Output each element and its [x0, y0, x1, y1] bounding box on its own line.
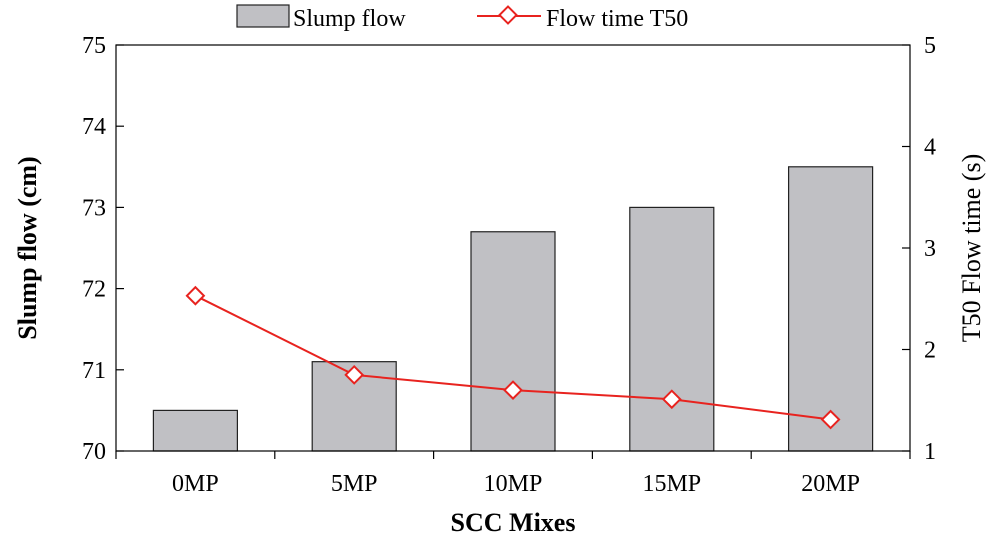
y-tick-label: 70 — [82, 439, 106, 465]
y-tick-label: 72 — [82, 277, 106, 303]
x-tick-label: 5MP — [331, 471, 378, 497]
y2-tick-label: 3 — [924, 236, 936, 262]
x-tick-label: 10MP — [484, 471, 543, 497]
legend-label-slump-flow: Slump flow — [293, 6, 406, 32]
x-tick-label: 15MP — [642, 471, 701, 497]
y2-tick-label: 1 — [924, 439, 936, 465]
line-point-0MP — [185, 285, 206, 306]
y-tick-label: 75 — [82, 33, 106, 59]
legend-marker-flow-time — [498, 5, 518, 25]
bar-0MP — [152, 409, 238, 452]
line-point-20MP — [820, 409, 841, 430]
plot-area: 70 71 72 73 74 75 1 2 3 4 5 0MP 5MP 10MP 15MP 20MP — [82, 33, 936, 497]
legend-swatch-slump-flow — [236, 4, 290, 28]
y2-axis-title: T50 Flow time (s) — [957, 154, 986, 343]
x-tick-label: 0MP — [172, 471, 219, 497]
y-tick-label: 71 — [82, 358, 106, 384]
y2-tick-label: 4 — [924, 135, 936, 161]
bar-20MP — [787, 166, 874, 452]
line-point-15MP — [661, 389, 682, 410]
legend: Slump flow Flow time T50 — [236, 4, 688, 32]
y-tick-label: 73 — [82, 195, 106, 221]
line-point-5MP — [344, 364, 365, 385]
bar-15MP — [629, 206, 715, 452]
bar-10MP — [470, 231, 556, 452]
line-point-10MP — [503, 380, 523, 400]
legend-label-flow-time: Flow time T50 — [546, 6, 688, 32]
x-axis-title: SCC Mixes — [451, 508, 576, 537]
y2-tick-label: 2 — [924, 338, 936, 364]
x-tick-label: 20MP — [801, 471, 860, 497]
y-axis-title: Slump flow (cm) — [13, 156, 42, 339]
y2-tick-label: 5 — [924, 33, 936, 59]
y-tick-label: 74 — [82, 114, 106, 140]
